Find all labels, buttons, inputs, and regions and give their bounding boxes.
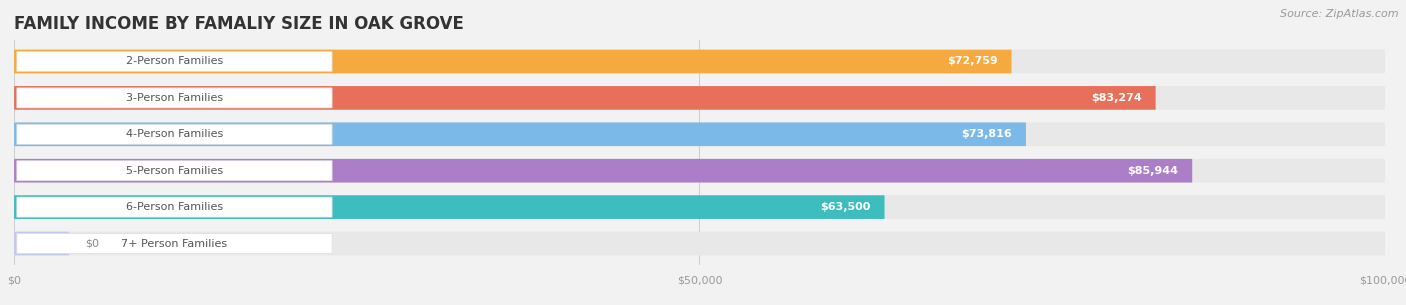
FancyBboxPatch shape — [14, 50, 1011, 73]
FancyBboxPatch shape — [14, 195, 1385, 219]
FancyBboxPatch shape — [14, 159, 1385, 182]
Text: 3-Person Families: 3-Person Families — [127, 93, 224, 103]
Text: $0: $0 — [86, 239, 100, 249]
Text: FAMILY INCOME BY FAMALIY SIZE IN OAK GROVE: FAMILY INCOME BY FAMALIY SIZE IN OAK GRO… — [14, 15, 464, 33]
Text: 7+ Person Families: 7+ Person Families — [121, 239, 228, 249]
FancyBboxPatch shape — [14, 123, 1385, 146]
FancyBboxPatch shape — [17, 197, 332, 217]
Text: $73,816: $73,816 — [962, 129, 1012, 139]
FancyBboxPatch shape — [14, 195, 884, 219]
Text: $83,274: $83,274 — [1091, 93, 1142, 103]
Text: 6-Person Families: 6-Person Families — [127, 202, 224, 212]
FancyBboxPatch shape — [14, 159, 1192, 182]
Text: 5-Person Families: 5-Person Families — [127, 166, 224, 176]
FancyBboxPatch shape — [14, 123, 1026, 146]
Text: $85,944: $85,944 — [1128, 166, 1178, 176]
Text: 4-Person Families: 4-Person Families — [125, 129, 224, 139]
Text: Source: ZipAtlas.com: Source: ZipAtlas.com — [1281, 9, 1399, 19]
FancyBboxPatch shape — [14, 232, 69, 255]
FancyBboxPatch shape — [14, 232, 1385, 255]
FancyBboxPatch shape — [17, 88, 332, 108]
FancyBboxPatch shape — [17, 52, 332, 71]
Text: 2-Person Families: 2-Person Families — [125, 56, 224, 66]
FancyBboxPatch shape — [17, 124, 332, 144]
Text: $72,759: $72,759 — [948, 56, 998, 66]
FancyBboxPatch shape — [17, 161, 332, 181]
Text: $63,500: $63,500 — [821, 202, 870, 212]
FancyBboxPatch shape — [14, 86, 1385, 110]
FancyBboxPatch shape — [17, 234, 332, 253]
FancyBboxPatch shape — [14, 86, 1156, 110]
FancyBboxPatch shape — [14, 50, 1385, 73]
